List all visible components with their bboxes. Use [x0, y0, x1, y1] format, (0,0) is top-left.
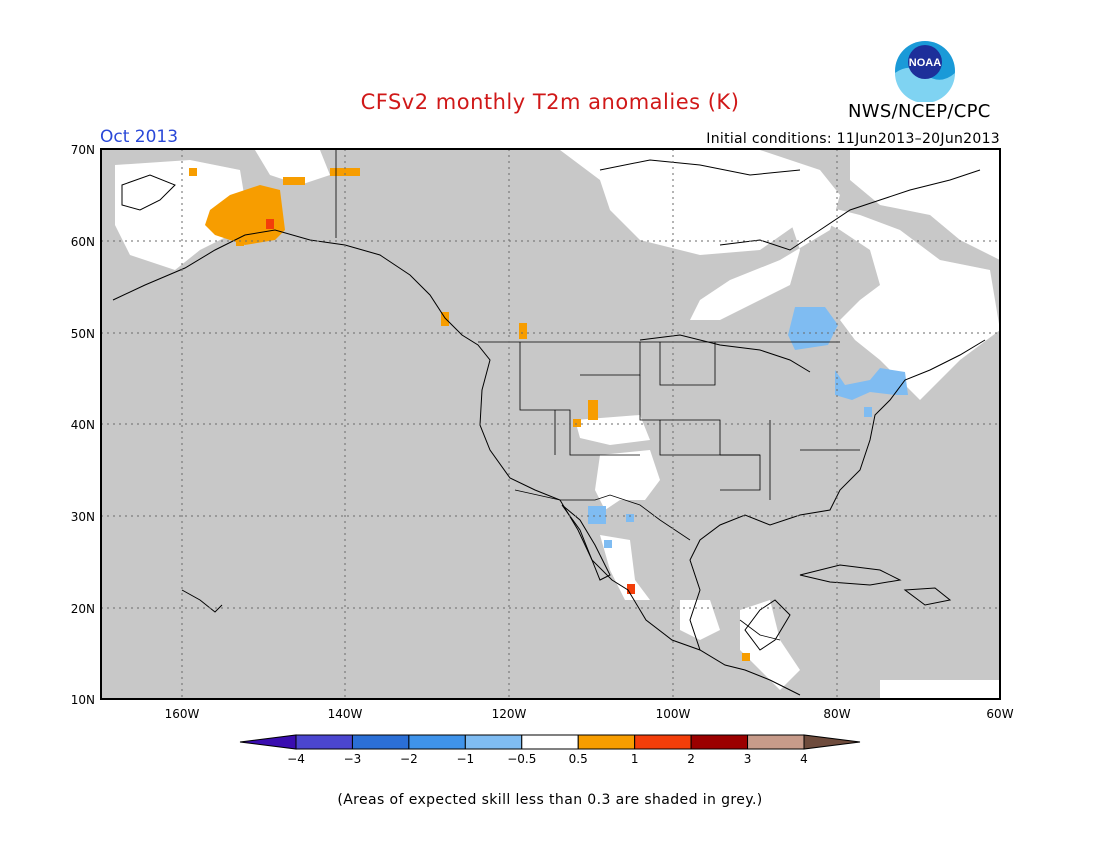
- lat-label: 20N: [71, 602, 95, 616]
- lat-label: 30N: [71, 510, 95, 524]
- lon-label: 100W: [656, 707, 691, 721]
- coastlines: [112, 159, 986, 696]
- colorbar-tick-label: −3: [344, 752, 362, 766]
- lon-label: 60W: [986, 707, 1013, 721]
- colorbar-swatch: [747, 734, 805, 750]
- map-title: CFSv2 monthly T2m anomalies (K): [360, 90, 740, 114]
- colorbar-swatch: [408, 734, 466, 750]
- colorbar-swatch: [351, 734, 410, 750]
- positive-anomaly-cells: [189, 168, 750, 661]
- colorbar-swatch: [634, 734, 692, 750]
- footnote: (Areas of expected skill less than 0.3 a…: [337, 792, 763, 808]
- lat-label: 40N: [71, 418, 95, 432]
- lat-label: 70N: [71, 143, 95, 157]
- colorbar-swatch: [464, 734, 523, 750]
- strong-positive-cells: [266, 219, 635, 594]
- negative-anomaly-cells: [588, 307, 908, 548]
- lon-label: 160W: [165, 707, 200, 721]
- colorbar-tick-label: 0.5: [569, 752, 588, 766]
- neutral-regions: [115, 150, 1000, 699]
- colorbar: −4 −3 −2 −1 −0.5 0.5 1 2 3 4: [239, 734, 861, 766]
- lon-label: 140W: [328, 707, 363, 721]
- logo-text: NOAA: [909, 57, 941, 69]
- latitude-axis: 70N 60N 50N 40N 30N 20N 10N: [71, 143, 95, 707]
- colorbar-tick-label: 3: [744, 752, 752, 766]
- colorbar-left-arrow: [239, 734, 297, 750]
- colorbar-swatch: [690, 734, 749, 750]
- lon-label: 120W: [492, 707, 527, 721]
- initial-conditions: Initial conditions: 11Jun2013–20Jun2013: [706, 131, 1000, 147]
- longitude-axis: 160W 140W 120W 100W 80W 60W: [165, 707, 1014, 721]
- colorbar-tick-label: −0.5: [507, 752, 536, 766]
- colorbar-swatch: [577, 734, 636, 750]
- colorbar-tick-label: 1: [631, 752, 639, 766]
- noaa-logo: NOAA: [895, 41, 955, 102]
- forecast-month: Oct 2013: [100, 127, 179, 147]
- political-borders: [335, 150, 860, 641]
- graticule: [101, 149, 1000, 699]
- colorbar-right-arrow: [803, 734, 861, 750]
- lon-label: 80W: [823, 707, 850, 721]
- colorbar-tick-label: 2: [687, 752, 695, 766]
- colorbar-tick-label: −1: [456, 752, 474, 766]
- colorbar-swatch: [295, 734, 353, 750]
- agency-label: NWS/NCEP/CPC: [848, 101, 991, 122]
- lat-label: 60N: [71, 235, 95, 249]
- colorbar-tick-label: −4: [287, 752, 305, 766]
- colorbar-tick-label: −2: [400, 752, 418, 766]
- colorbar-swatch: [521, 734, 579, 750]
- lat-label: 10N: [71, 693, 95, 707]
- colorbar-tick-label: 4: [800, 752, 808, 766]
- map-frame: [100, 148, 1001, 700]
- lat-label: 50N: [71, 327, 95, 341]
